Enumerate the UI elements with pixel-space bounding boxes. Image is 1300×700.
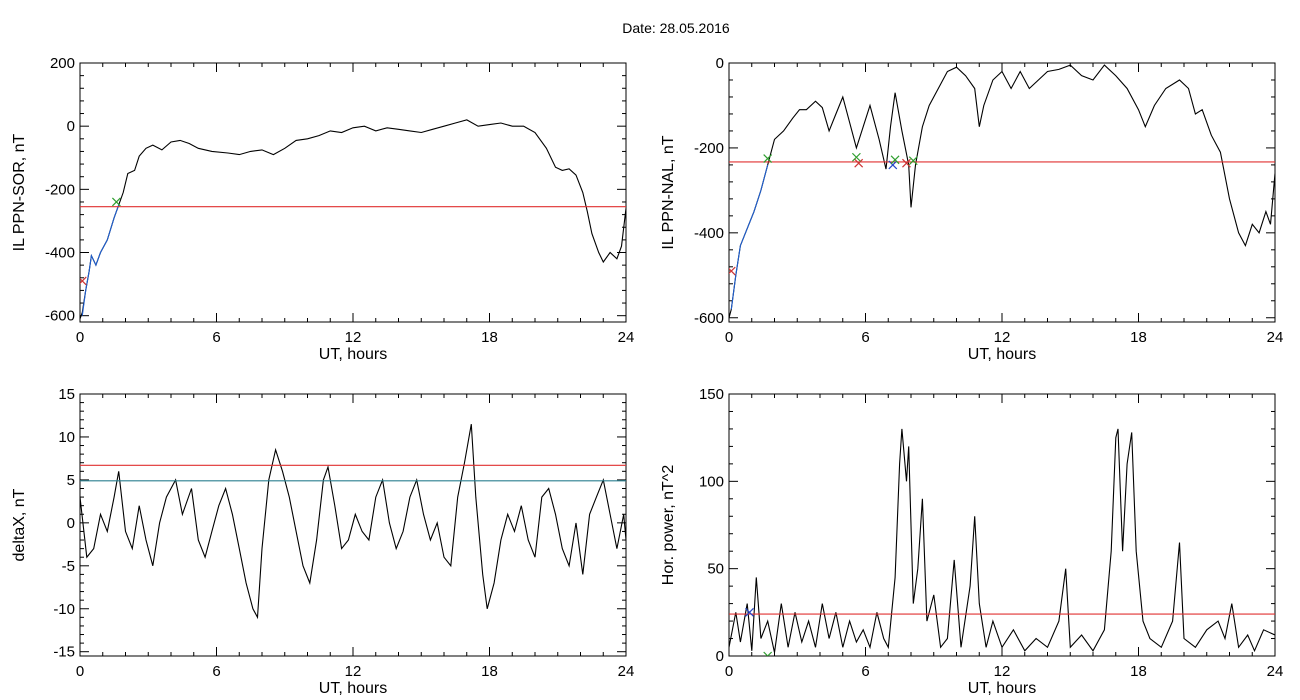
- x-tick-label: 18: [1130, 329, 1147, 346]
- y-tick-label: 0: [716, 648, 724, 665]
- x-marker: [80, 276, 87, 286]
- plot-frame: [728, 393, 1276, 657]
- plot-frame: [79, 62, 627, 323]
- x-tick-label: 0: [76, 663, 84, 680]
- x-marker: [902, 158, 911, 168]
- y-tick-label: -600: [694, 310, 724, 327]
- y-tick-label: -400: [45, 245, 75, 262]
- y-tick-label: 15: [58, 386, 75, 403]
- x-marker-stroke: [908, 156, 918, 166]
- y-tick-label: 200: [50, 55, 75, 72]
- x-tick-label: 6: [861, 329, 869, 346]
- x-tick-label: 12: [994, 663, 1011, 680]
- x-tick-label: 24: [1267, 663, 1284, 680]
- series-line-2: [730, 164, 769, 310]
- series-line-2: [81, 204, 120, 316]
- x-tick-label: 24: [618, 663, 635, 680]
- figure-title: Date: 28.05.2016: [622, 20, 730, 36]
- x-marker: [111, 197, 121, 207]
- y-axis-title: IL PPN-NAL, nT: [660, 135, 677, 249]
- y-axis-title: Hor. power, nT^2: [660, 465, 677, 586]
- y-tick-label: -200: [694, 140, 724, 157]
- plot-area: [80, 424, 626, 620]
- x-marker-stroke: [766, 651, 773, 656]
- x-tick-label: 6: [212, 663, 220, 680]
- x-tick-label: 24: [1267, 329, 1284, 346]
- x-marker: [745, 607, 754, 617]
- x-marker-stroke: [729, 266, 736, 275]
- x-tick-label: 0: [725, 663, 733, 680]
- x-tick-label: 12: [345, 663, 362, 680]
- x-marker: [854, 158, 864, 168]
- x-marker: [851, 152, 861, 162]
- panel-1: 0 6 12 18 24 -600 -400 -200 0 200 UT, hours IL PPN-…: [11, 55, 634, 363]
- plot-area: [729, 64, 1275, 318]
- x-tick-label: 6: [212, 329, 220, 346]
- x-tick-label: 18: [481, 663, 498, 680]
- y-tick-label: 100: [699, 473, 724, 490]
- y-tick-label: 50: [707, 561, 724, 578]
- x-marker: [763, 154, 773, 163]
- x-axis-title: UT, hours: [968, 346, 1036, 363]
- x-tick-label: 18: [1130, 663, 1147, 680]
- plot-frame: [79, 393, 627, 657]
- x-tick-label: 12: [345, 329, 362, 346]
- x-marker-stroke: [851, 152, 861, 162]
- series-line-1: [729, 428, 1275, 653]
- y-tick-label: 150: [699, 386, 724, 403]
- y-tick-label: 0: [716, 55, 724, 72]
- x-marker: [729, 266, 736, 276]
- x-marker-stroke: [763, 154, 773, 163]
- plot-frame: [728, 62, 1276, 323]
- x-tick-label: 18: [481, 329, 498, 346]
- plot-area: [729, 428, 1275, 656]
- x-marker-stroke: [745, 607, 754, 617]
- y-tick-label: -10: [53, 601, 75, 618]
- x-axis-title: UT, hours: [319, 346, 387, 363]
- y-axis-title: IL PPN-SOR, nT: [11, 133, 28, 251]
- panel-3: 0 6 12 18 24 -15 -10 -5 0 5 10 15 UT, hours deltaX, n…: [11, 386, 634, 697]
- y-tick-label: 5: [67, 472, 75, 489]
- y-axis-title: deltaX, nT: [11, 488, 28, 561]
- y-tick-label: -600: [45, 308, 75, 325]
- x-marker-stroke: [902, 158, 911, 168]
- x-tick-label: 0: [725, 329, 733, 346]
- x-axis-title: UT, hours: [319, 680, 387, 697]
- x-marker: [888, 160, 898, 170]
- y-tick-label: 0: [67, 118, 75, 135]
- y-tick-label: -5: [62, 558, 75, 575]
- x-marker-stroke: [111, 197, 121, 207]
- x-marker: [890, 155, 900, 165]
- x-tick-label: 6: [861, 663, 869, 680]
- panel-4: 0 6 12 18 24 0 50 100 150 UT, hours Hor. power, nT…: [660, 386, 1283, 697]
- series-line-1: [729, 64, 1275, 318]
- x-marker: [908, 156, 918, 166]
- y-tick-label: 0: [67, 515, 75, 532]
- y-tick-label: -15: [53, 644, 75, 661]
- series-line-1: [80, 119, 626, 319]
- x-axis-title: UT, hours: [968, 680, 1036, 697]
- x-tick-label: 12: [994, 329, 1011, 346]
- y-tick-label: -400: [694, 225, 724, 242]
- y-tick-label: -200: [45, 181, 75, 198]
- x-tick-label: 24: [618, 329, 635, 346]
- y-tick-label: 10: [58, 429, 75, 446]
- x-marker: [763, 651, 773, 656]
- panel-2: 0 6 12 18 24 -600 -400 -200 0 UT, hours IL PPN-NAL…: [660, 55, 1283, 363]
- plot-area: [80, 119, 626, 319]
- x-marker-stroke: [80, 276, 87, 285]
- x-marker-stroke: [890, 155, 900, 165]
- x-tick-label: 0: [76, 329, 84, 346]
- x-marker-stroke: [763, 651, 769, 656]
- x-marker-stroke: [888, 160, 898, 170]
- x-marker-stroke: [854, 158, 864, 168]
- series-line-1: [80, 424, 626, 620]
